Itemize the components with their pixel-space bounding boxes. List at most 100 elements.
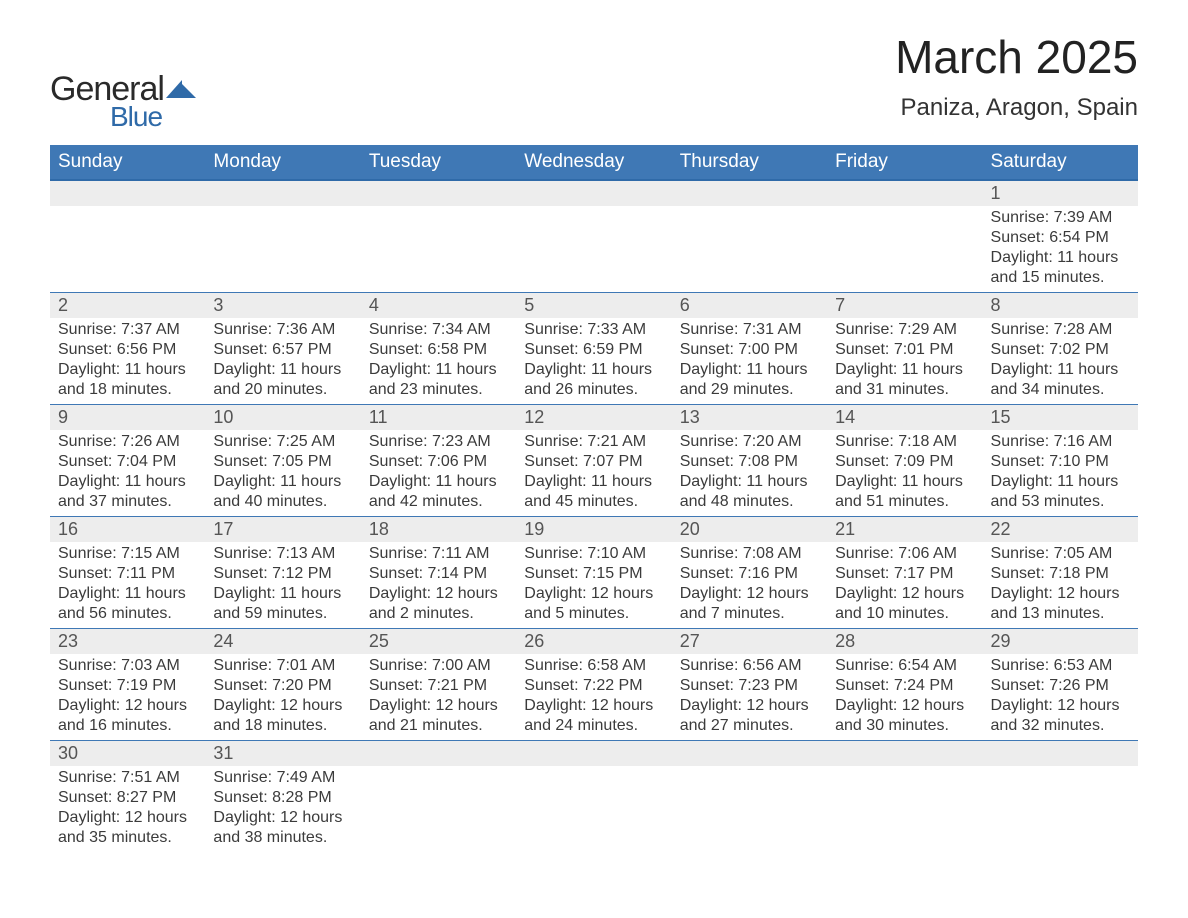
day-number	[827, 181, 982, 206]
day-daylight1: Daylight: 11 hours	[58, 472, 197, 492]
day-daylight1: Daylight: 12 hours	[213, 696, 352, 716]
day-cell	[50, 181, 205, 292]
day-body	[361, 206, 516, 212]
day-sunset: Sunset: 7:26 PM	[991, 676, 1130, 696]
day-number	[983, 741, 1138, 766]
day-number: 30	[50, 741, 205, 766]
day-number: 23	[50, 629, 205, 654]
day-daylight2: and 26 minutes.	[524, 380, 663, 400]
day-number: 3	[205, 293, 360, 318]
day-number: 28	[827, 629, 982, 654]
weeks-container: 1Sunrise: 7:39 AMSunset: 6:54 PM Daylight…	[50, 181, 1138, 852]
day-sunset: Sunset: 7:06 PM	[369, 452, 508, 472]
day-daylight1: Daylight: 12 hours	[680, 584, 819, 604]
day-cell: 24Sunrise: 7:01 AMSunset: 7:20 PMDayligh…	[205, 629, 360, 740]
day-sunrise: Sunrise: 7:36 AM	[213, 320, 352, 340]
dow-cell: Monday	[205, 145, 360, 179]
day-number: 1	[983, 181, 1138, 206]
day-cell	[361, 741, 516, 852]
day-sunset: Sunset: 7:22 PM	[524, 676, 663, 696]
day-daylight2: and 2 minutes.	[369, 604, 508, 624]
day-sunset: Sunset: 7:02 PM	[991, 340, 1130, 360]
day-number: 19	[516, 517, 671, 542]
day-cell: 27Sunrise: 6:56 AMSunset: 7:23 PMDayligh…	[672, 629, 827, 740]
day-daylight1: Daylight: 12 hours	[524, 584, 663, 604]
day-body	[983, 766, 1138, 772]
day-daylight2: and 51 minutes.	[835, 492, 974, 512]
day-sunrise: Sunrise: 7:39 AM	[991, 208, 1130, 228]
day-cell: 4Sunrise: 7:34 AMSunset: 6:58 PMDaylight…	[361, 293, 516, 404]
dow-cell: Thursday	[672, 145, 827, 179]
day-sunset: Sunset: 7:12 PM	[213, 564, 352, 584]
day-sunset: Sunset: 7:17 PM	[835, 564, 974, 584]
day-daylight2: and 48 minutes.	[680, 492, 819, 512]
day-cell	[516, 181, 671, 292]
day-sunrise: Sunrise: 7:13 AM	[213, 544, 352, 564]
day-sunrise: Sunrise: 7:33 AM	[524, 320, 663, 340]
day-number: 29	[983, 629, 1138, 654]
week-row: 16Sunrise: 7:15 AMSunset: 7:11 PMDayligh…	[50, 516, 1138, 628]
day-cell: 9Sunrise: 7:26 AMSunset: 7:04 PMDaylight…	[50, 405, 205, 516]
day-body: Sunrise: 7:51 AMSunset: 8:27 PMDaylight:…	[50, 766, 205, 852]
day-number	[361, 181, 516, 206]
day-daylight2: and 32 minutes.	[991, 716, 1130, 736]
day-sunset: Sunset: 7:01 PM	[835, 340, 974, 360]
day-number: 25	[361, 629, 516, 654]
day-daylight2: and 30 minutes.	[835, 716, 974, 736]
day-cell: 14Sunrise: 7:18 AMSunset: 7:09 PMDayligh…	[827, 405, 982, 516]
day-daylight1: Daylight: 11 hours	[991, 472, 1130, 492]
day-cell: 3Sunrise: 7:36 AMSunset: 6:57 PMDaylight…	[205, 293, 360, 404]
day-sunrise: Sunrise: 7:11 AM	[369, 544, 508, 564]
day-body: Sunrise: 7:16 AMSunset: 7:10 PMDaylight:…	[983, 430, 1138, 516]
day-body: Sunrise: 7:18 AMSunset: 7:09 PMDaylight:…	[827, 430, 982, 516]
day-body: Sunrise: 6:54 AMSunset: 7:24 PMDaylight:…	[827, 654, 982, 740]
day-cell: 11Sunrise: 7:23 AMSunset: 7:06 PMDayligh…	[361, 405, 516, 516]
day-daylight2: and 34 minutes.	[991, 380, 1130, 400]
day-body	[205, 206, 360, 212]
day-number	[361, 741, 516, 766]
day-sunrise: Sunrise: 7:15 AM	[58, 544, 197, 564]
day-daylight1: Daylight: 12 hours	[369, 584, 508, 604]
day-sunrise: Sunrise: 7:21 AM	[524, 432, 663, 452]
day-body: Sunrise: 7:05 AMSunset: 7:18 PMDaylight:…	[983, 542, 1138, 628]
day-cell: 23Sunrise: 7:03 AMSunset: 7:19 PMDayligh…	[50, 629, 205, 740]
week-row: 23Sunrise: 7:03 AMSunset: 7:19 PMDayligh…	[50, 628, 1138, 740]
day-sunrise: Sunrise: 7:01 AM	[213, 656, 352, 676]
calendar: SundayMondayTuesdayWednesdayThursdayFrid…	[50, 145, 1138, 852]
day-sunset: Sunset: 7:05 PM	[213, 452, 352, 472]
day-cell	[672, 741, 827, 852]
day-body: Sunrise: 7:20 AMSunset: 7:08 PMDaylight:…	[672, 430, 827, 516]
day-daylight1: Daylight: 11 hours	[58, 360, 197, 380]
day-daylight1: Daylight: 11 hours	[991, 360, 1130, 380]
week-row: 1Sunrise: 7:39 AMSunset: 6:54 PMDaylight…	[50, 181, 1138, 292]
day-sunset: Sunset: 6:56 PM	[58, 340, 197, 360]
day-sunrise: Sunrise: 7:05 AM	[991, 544, 1130, 564]
week-row: 9Sunrise: 7:26 AMSunset: 7:04 PMDaylight…	[50, 404, 1138, 516]
day-cell: 2Sunrise: 7:37 AMSunset: 6:56 PMDaylight…	[50, 293, 205, 404]
day-daylight2: and 59 minutes.	[213, 604, 352, 624]
title-block: March 2025 Paniza, Aragon, Spain	[895, 30, 1138, 122]
day-number: 9	[50, 405, 205, 430]
day-number	[50, 181, 205, 206]
day-daylight1: Daylight: 12 hours	[58, 808, 197, 828]
day-daylight2: and 15 minutes.	[991, 268, 1130, 288]
day-daylight2: and 35 minutes.	[58, 828, 197, 848]
day-cell: 20Sunrise: 7:08 AMSunset: 7:16 PMDayligh…	[672, 517, 827, 628]
day-daylight1: Daylight: 11 hours	[58, 584, 197, 604]
day-sunrise: Sunrise: 7:20 AM	[680, 432, 819, 452]
day-body: Sunrise: 7:36 AMSunset: 6:57 PMDaylight:…	[205, 318, 360, 404]
day-sunset: Sunset: 7:09 PM	[835, 452, 974, 472]
day-body: Sunrise: 7:10 AMSunset: 7:15 PMDaylight:…	[516, 542, 671, 628]
day-number: 16	[50, 517, 205, 542]
day-sunset: Sunset: 6:54 PM	[991, 228, 1130, 248]
day-sunset: Sunset: 8:27 PM	[58, 788, 197, 808]
day-number: 20	[672, 517, 827, 542]
day-sunset: Sunset: 7:23 PM	[680, 676, 819, 696]
day-daylight1: Daylight: 11 hours	[524, 472, 663, 492]
day-sunrise: Sunrise: 7:26 AM	[58, 432, 197, 452]
day-sunset: Sunset: 6:58 PM	[369, 340, 508, 360]
day-sunset: Sunset: 7:21 PM	[369, 676, 508, 696]
day-cell: 13Sunrise: 7:20 AMSunset: 7:08 PMDayligh…	[672, 405, 827, 516]
dow-cell: Tuesday	[361, 145, 516, 179]
day-number: 15	[983, 405, 1138, 430]
